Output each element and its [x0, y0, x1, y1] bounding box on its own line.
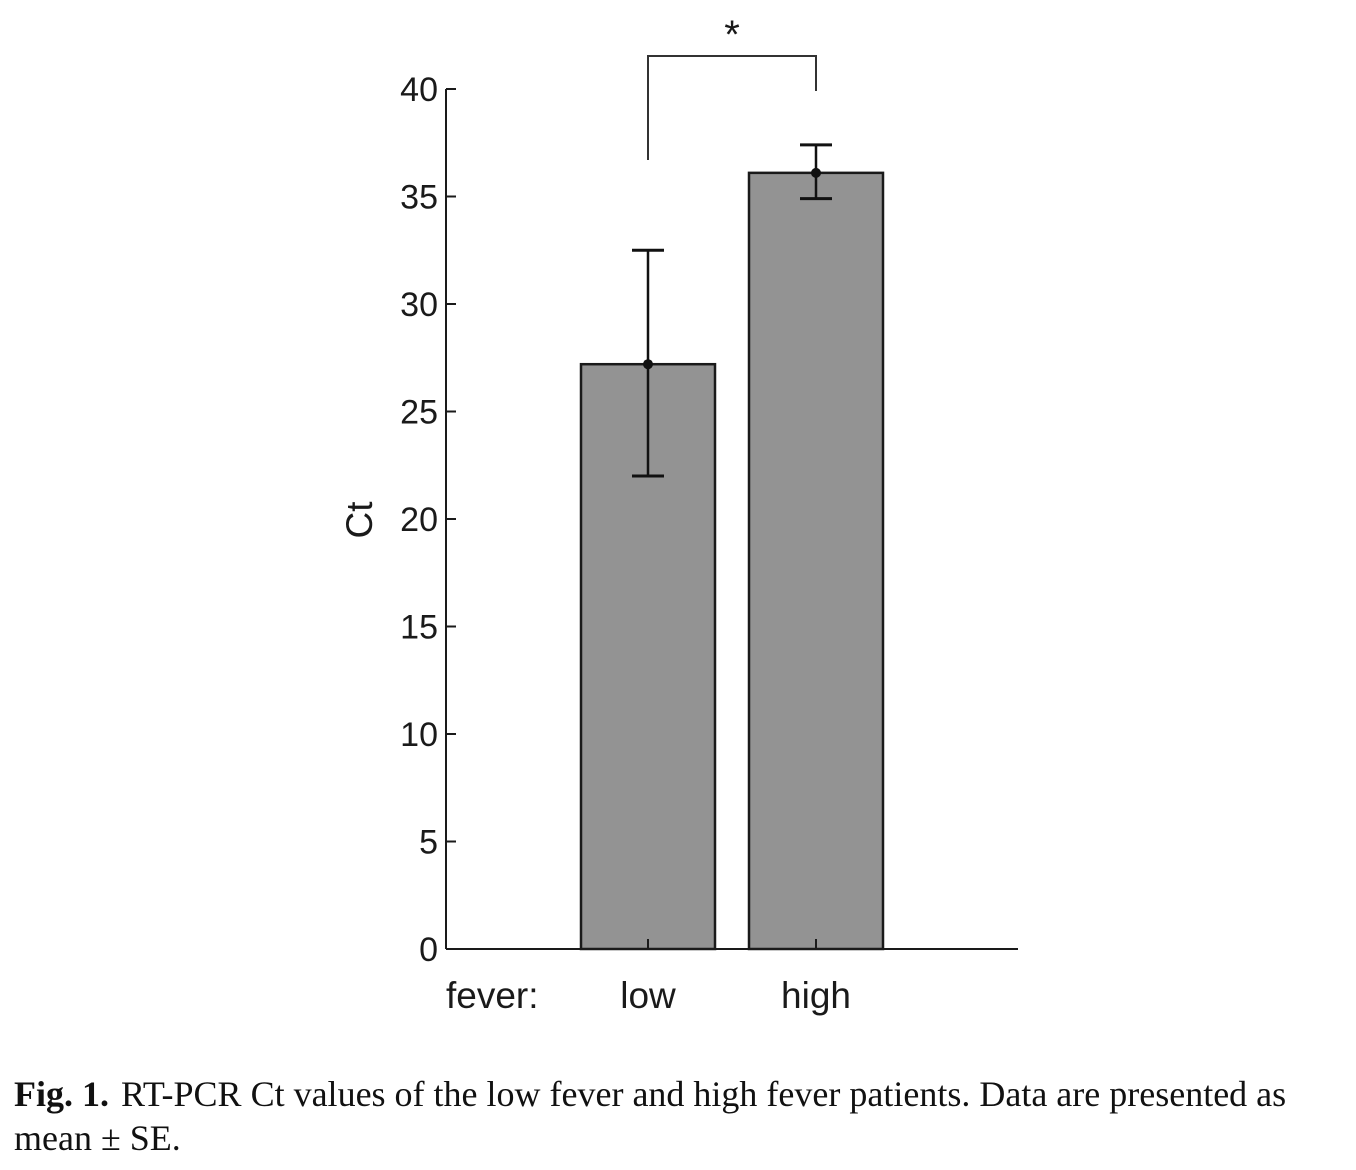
y-tick-label-35: 35 [400, 179, 438, 217]
x-tick-label-high: high [781, 975, 851, 1016]
caption-label: Fig. 1. [14, 1074, 109, 1114]
bar-chart: 0 5 10 15 20 25 30 35 40 low high fever: Ct * [339, 13, 1018, 1016]
category-axis-name: fever: [446, 975, 539, 1016]
y-tick-label-20: 20 [400, 501, 438, 539]
y-tick-label-5: 5 [419, 824, 438, 862]
x-tick-label-low: low [620, 975, 676, 1016]
y-axis-label: Ct [339, 501, 380, 539]
bar-high [747, 171, 885, 951]
y-tick-label-0: 0 [419, 931, 438, 969]
y-tick-label-10: 10 [400, 716, 438, 754]
significance-bracket [647, 55, 817, 160]
caption-text: RT-PCR Ct values of the low fever and hi… [14, 1074, 1287, 1158]
significance-label: * [724, 13, 740, 57]
figure-caption: Fig. 1. RT-PCR Ct values of the low fever… [14, 1072, 1354, 1160]
y-tick-label-15: 15 [400, 609, 438, 647]
mean-marker-high [811, 167, 821, 178]
y-tick-label-25: 25 [400, 394, 438, 432]
y-tick-label-40: 40 [400, 71, 438, 109]
mean-marker-low [643, 359, 653, 370]
y-tick-label-30: 30 [400, 286, 438, 324]
